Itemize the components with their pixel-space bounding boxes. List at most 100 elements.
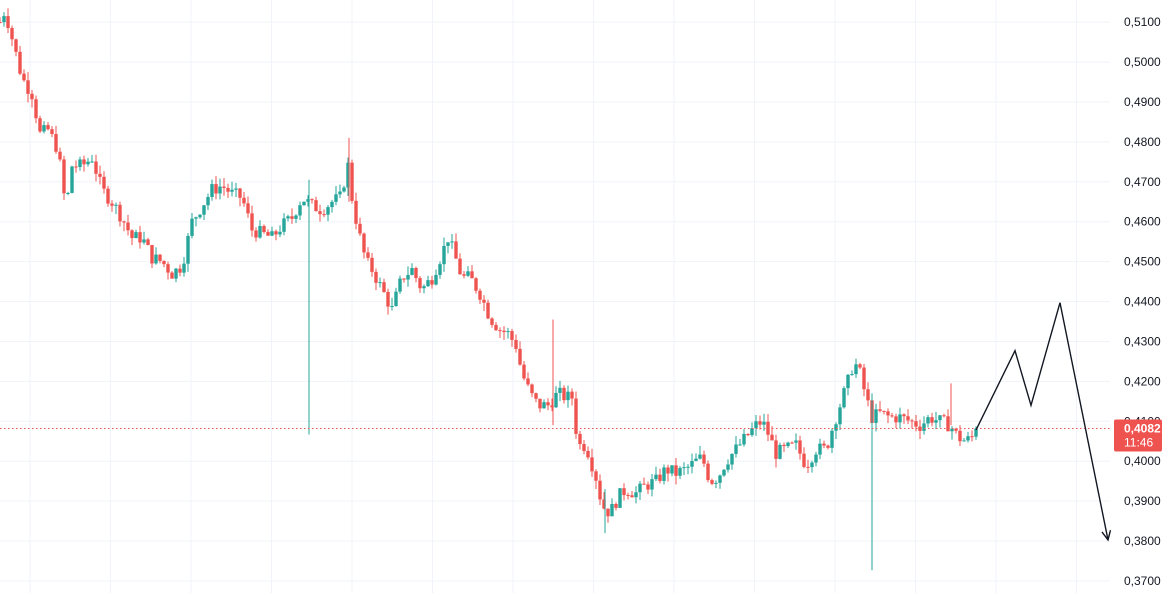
candle-body xyxy=(30,93,34,100)
candle-body xyxy=(374,271,378,283)
projection-arrowhead xyxy=(1101,530,1112,542)
candle-body xyxy=(386,292,390,307)
candle-body xyxy=(322,214,326,216)
candle-body xyxy=(450,241,454,243)
candle-body xyxy=(930,417,934,423)
candle-body xyxy=(738,444,742,446)
price-axis-tick-label: 0,4000 xyxy=(1124,454,1161,468)
candle-body xyxy=(130,230,134,239)
candle-body xyxy=(630,495,634,498)
candle-body xyxy=(210,184,214,197)
candle-body xyxy=(310,199,314,201)
candle-body xyxy=(582,443,586,451)
candle-body xyxy=(162,260,166,265)
candle-body xyxy=(330,201,334,208)
candle-body xyxy=(98,173,102,177)
price-axis-tick-label: 0,4900 xyxy=(1124,95,1161,109)
candle-body xyxy=(850,374,854,376)
candle-body xyxy=(634,492,638,498)
candle-body xyxy=(138,232,142,243)
candle-body xyxy=(530,384,534,394)
candle-body xyxy=(74,166,78,168)
candle-body xyxy=(578,433,582,444)
candle-body xyxy=(790,442,794,444)
price-axis-tick-label: 0,3900 xyxy=(1124,494,1161,508)
candle-body xyxy=(362,233,366,253)
candle-body xyxy=(110,203,114,206)
candle-body xyxy=(506,331,510,333)
candle-body xyxy=(966,436,970,441)
candle-body xyxy=(442,245,446,265)
candle-body xyxy=(686,466,690,468)
candle-body xyxy=(538,398,542,409)
candle-body xyxy=(498,330,502,332)
price-axis-tick-label: 0,4600 xyxy=(1124,215,1161,229)
candle-body xyxy=(482,299,486,303)
candle-body xyxy=(666,467,670,474)
candle-body xyxy=(694,458,698,461)
candle-body xyxy=(954,428,958,431)
candle-body xyxy=(434,274,438,285)
candle-body xyxy=(550,405,554,408)
candle-body xyxy=(534,393,538,399)
candle-body xyxy=(114,204,118,206)
candle-body xyxy=(370,257,374,272)
candle-body xyxy=(34,99,38,119)
price-axis-tick-label: 0,4500 xyxy=(1124,255,1161,269)
price-axis-tick-label: 0,4200 xyxy=(1124,374,1161,388)
price-axis-tick-label: 0,4400 xyxy=(1124,295,1161,309)
candle-body xyxy=(270,231,274,236)
candle-body xyxy=(474,278,478,291)
candle-body xyxy=(950,428,954,432)
price-tag-countdown: 11:46 xyxy=(1124,435,1153,449)
candle-body xyxy=(106,188,110,204)
candle-body xyxy=(398,278,402,292)
candle-body xyxy=(706,463,710,481)
candle-body xyxy=(886,411,890,416)
candle-body xyxy=(314,200,318,212)
candle-body xyxy=(670,465,674,474)
candle-body xyxy=(78,159,82,168)
candle-body xyxy=(62,159,66,194)
candle-body xyxy=(414,268,418,279)
candle-body xyxy=(802,453,806,467)
candle-body xyxy=(654,474,658,480)
candle-body xyxy=(390,305,394,307)
candle-body xyxy=(974,428,978,437)
candle-body xyxy=(358,223,362,234)
candle-body xyxy=(14,39,18,52)
candle-body xyxy=(726,464,730,470)
candle-body xyxy=(174,268,178,279)
candle-body xyxy=(166,264,170,273)
candle-body xyxy=(806,466,810,468)
candle-body xyxy=(622,488,626,495)
candle-body xyxy=(838,407,842,425)
candle-body xyxy=(418,278,422,289)
candle-body xyxy=(822,443,826,446)
candle-body xyxy=(830,430,834,448)
candle-body xyxy=(742,433,746,445)
price-axis[interactable]: 0,37000,38000,39000,40000,41000,42000,43… xyxy=(1124,15,1161,588)
candle-body xyxy=(194,217,198,219)
candle-body xyxy=(690,460,694,467)
candle-body xyxy=(586,450,590,458)
candle-body xyxy=(778,444,782,459)
candle-body xyxy=(714,482,718,484)
candle-body xyxy=(946,416,950,432)
candle-body xyxy=(286,216,290,219)
projection-drawing[interactable] xyxy=(975,302,1112,542)
candle-body xyxy=(770,434,774,441)
candle-body xyxy=(606,508,610,517)
candle-body xyxy=(890,415,894,417)
candle-body xyxy=(626,494,630,496)
candle-body xyxy=(282,218,286,232)
candle-body xyxy=(618,488,622,508)
candle-body xyxy=(754,421,758,429)
candle-body xyxy=(678,467,682,476)
candle-body xyxy=(438,264,442,275)
candle-body xyxy=(750,428,754,436)
candle-body xyxy=(970,436,974,438)
candle-body xyxy=(566,391,570,401)
